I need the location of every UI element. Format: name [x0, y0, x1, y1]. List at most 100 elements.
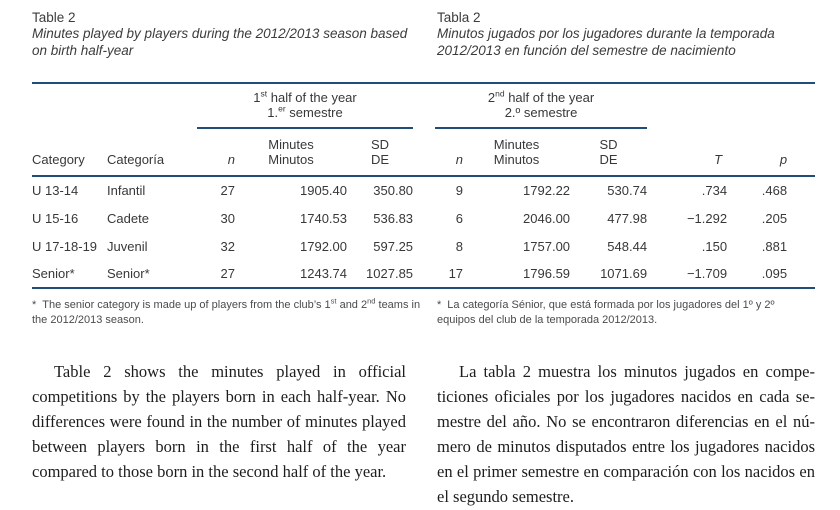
- cell-p: .468: [761, 183, 788, 198]
- cell-p: .095: [727, 260, 816, 289]
- group-header-second-half: 2nd half of the year 2.º semestre: [413, 83, 648, 129]
- footnote-en: * The senior category is made up of playe…: [32, 296, 424, 328]
- table-row: U 17-18-19 Juvenil 32 1792.00 597.25 8 1…: [32, 232, 815, 260]
- group-header-row: 1st half of the year 1.er semestre 2nd h…: [32, 83, 815, 129]
- cell-t: −1.709: [647, 260, 728, 289]
- body-column-es: La tabla 2 muestra los minutos jugados e…: [437, 359, 815, 509]
- body-paragraph-es: La tabla 2 muestra los minutos jugados e…: [437, 362, 815, 506]
- footnote-en-sup-nd: nd: [367, 296, 376, 306]
- body-column-en: Table 2 shows the minutes played in offi…: [32, 359, 406, 509]
- sd-en-label: SD: [599, 137, 618, 152]
- cell-minutes-second: 1796.59: [463, 260, 571, 289]
- cell-n-second: 17: [413, 260, 464, 289]
- group-spacer-right: [647, 83, 815, 129]
- results-table: 1st half of the year 1.er semestre 2nd h…: [32, 82, 816, 289]
- cell-t: .734: [701, 183, 728, 198]
- cell-category-en: Senior*: [32, 260, 107, 289]
- cell-n-second: 9: [455, 183, 464, 198]
- cell-n-first: 27: [197, 260, 235, 289]
- footnote-asterisk: *: [32, 299, 37, 311]
- group2-line1-sup: nd: [495, 88, 505, 99]
- cell-n-second: 8: [455, 238, 464, 254]
- cell-minutes-second: 1792.22: [523, 183, 571, 198]
- sd-en-label: SD: [370, 137, 390, 152]
- group2-line2: 2.º semestre: [504, 104, 578, 120]
- footnotes-row: * The senior category is made up of playe…: [32, 296, 815, 328]
- table-caption-es: Minutos jugados por los jugadores durant…: [437, 26, 775, 58]
- cell-category-es: Infantil: [107, 183, 146, 198]
- cell-category-es: Juvenil: [107, 238, 148, 254]
- cell-minutes-first: 1905.40: [300, 183, 347, 198]
- group-header-first-half-text: 1st half of the year 1.er semestre: [197, 85, 414, 129]
- footnote-es: * La categoría Sénior, que está formada p…: [437, 298, 815, 328]
- cell-category-en: U 13-14: [32, 183, 79, 198]
- cell-sd-first: 350.80: [373, 183, 414, 198]
- minutes-en-label: Minutes: [493, 137, 540, 152]
- footnote-asterisk: *: [437, 299, 442, 311]
- table-row: U 15-16 Cadete 30 1740.53 536.83 6 2046.…: [32, 204, 815, 232]
- cell-sd-second: 530.74: [607, 183, 648, 198]
- group1-line1-rest: half of the year: [267, 89, 357, 105]
- sd-es-label: DE: [599, 152, 618, 167]
- table-caption-en: Minutes played by players during the 201…: [32, 26, 408, 58]
- cell-minutes-first: 1243.74: [235, 260, 347, 289]
- cell-sd-second: 548.44: [607, 238, 648, 254]
- group1-line2-rest: semestre: [285, 104, 343, 120]
- group1-line1-num: 1: [253, 89, 261, 105]
- col-header-category-en: Category: [32, 129, 107, 177]
- cell-sd-second: 477.98: [607, 210, 648, 226]
- col-header-t: T: [647, 129, 728, 177]
- cell-p: .881: [761, 238, 788, 254]
- cell-t: −1.292: [686, 210, 728, 226]
- cell-category-es: Cadete: [107, 210, 149, 226]
- group1-line2-num: 1.: [267, 104, 279, 120]
- table-label-en: Table 2: [32, 10, 76, 25]
- table-captions-row: Table 2 Minutes played by players during…: [32, 9, 815, 59]
- col-header-n-first: n: [197, 129, 235, 177]
- cell-t: .150: [701, 238, 728, 254]
- group-spacer-left: [32, 83, 197, 129]
- group1-line2-sup: er: [278, 103, 286, 114]
- cell-n-first: 32: [220, 238, 235, 254]
- footnote-en-text-3: teams in the 2012/2013 season.: [32, 299, 421, 326]
- footnote-en-sup-st: st: [330, 296, 337, 306]
- col-header-sd-first: SD DE: [347, 129, 414, 177]
- footnote-es-text: La categoría Sénior, que está formada po…: [437, 299, 775, 326]
- group-header-second-half-text: 2nd half of the year 2.º semestre: [435, 85, 648, 129]
- cell-sd-second: 1071.69: [570, 260, 648, 289]
- col-header-minutes-first: Minutes Minutos: [235, 129, 347, 177]
- body-text-row: Table 2 shows the minutes played in offi…: [32, 359, 815, 509]
- cell-category-en: U 15-16: [32, 210, 79, 226]
- col-header-minutes-second: Minutes Minutos: [463, 129, 571, 177]
- cell-n-second: 6: [455, 210, 464, 226]
- group2-line1-num: 2: [487, 89, 496, 105]
- table-caption-block-es: Tabla 2 Minutos jugados por los jugadore…: [437, 9, 815, 59]
- minutes-es-label: Minutos: [268, 152, 314, 167]
- cell-minutes-first: 1792.00: [300, 238, 347, 254]
- sd-es-label: DE: [370, 152, 390, 167]
- col-header-sd-second: SD DE: [570, 129, 648, 177]
- body-paragraph-en: Table 2 shows the minutes played in offi…: [32, 362, 406, 481]
- cell-n-first: 27: [220, 183, 235, 198]
- column-header-row: Category Categoría n Minutes Minutos SD …: [32, 129, 816, 177]
- minutes-es-label: Minutos: [493, 152, 540, 167]
- cell-n-first: 30: [220, 210, 235, 226]
- table-row: U 13-14 Infantil 27 1905.40 350.80 9 179…: [32, 176, 815, 204]
- group-header-first-half: 1st half of the year 1.er semestre: [197, 83, 414, 129]
- group1-line1-sup: st: [260, 88, 268, 99]
- col-header-category-es: Categoría: [107, 129, 197, 177]
- cell-category-es: Senior*: [107, 260, 197, 289]
- minutes-en-label: Minutes: [268, 137, 314, 152]
- col-header-n-second: n: [413, 129, 464, 177]
- table-label-es: Tabla 2: [437, 10, 481, 25]
- cell-p: .205: [761, 210, 788, 226]
- cell-minutes-first: 1740.53: [300, 210, 347, 226]
- footnote-en-text-2: and 2: [336, 299, 368, 311]
- cell-category-en: U 17-18-19: [32, 238, 98, 254]
- cell-sd-first: 597.25: [373, 238, 414, 254]
- cell-minutes-second: 2046.00: [523, 210, 571, 226]
- col-header-p: p: [727, 129, 816, 177]
- cell-minutes-second: 1757.00: [523, 238, 571, 254]
- footnote-en-text-1: The senior category is made up of player…: [42, 299, 331, 311]
